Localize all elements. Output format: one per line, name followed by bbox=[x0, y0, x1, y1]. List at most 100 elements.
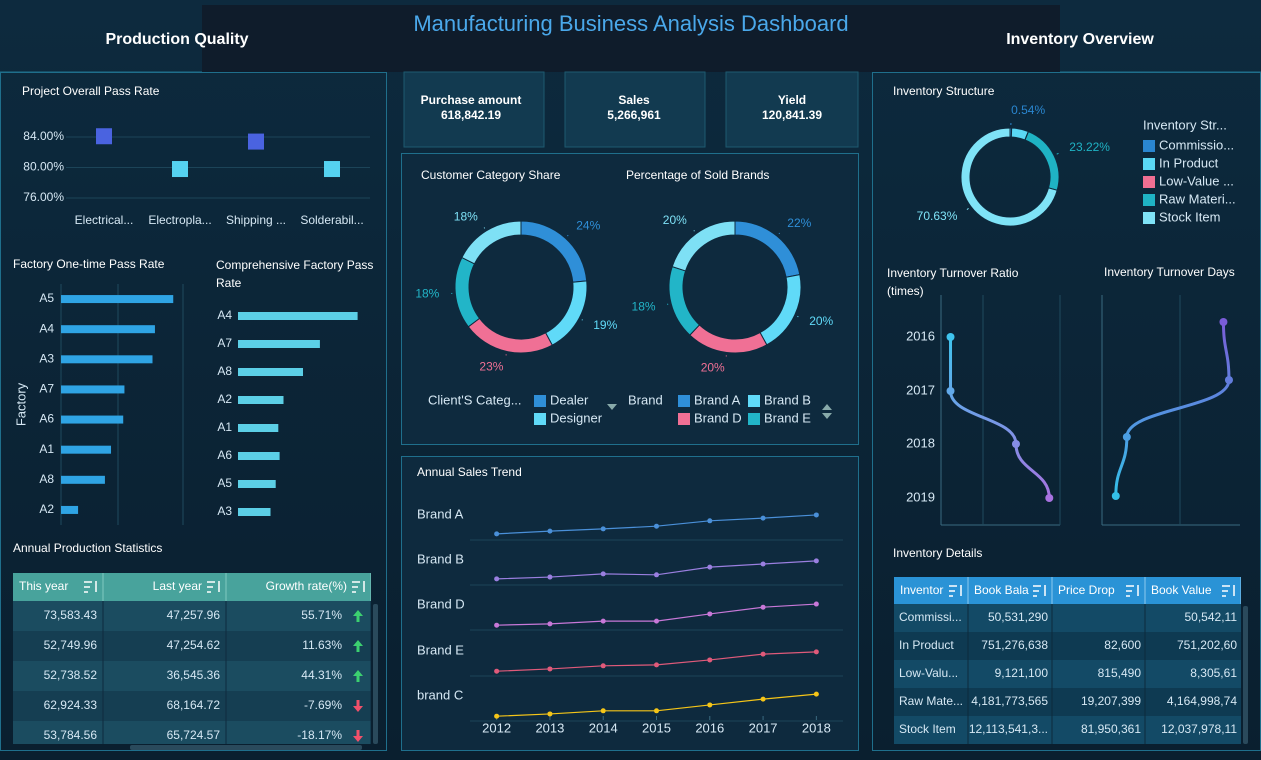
point bbox=[494, 713, 500, 719]
cell: 4,181,773,565 bbox=[971, 694, 1048, 708]
x-tick-label: 2014 bbox=[589, 720, 618, 735]
chart-title: Customer Category Share bbox=[421, 168, 561, 182]
bar bbox=[238, 452, 280, 460]
row-label: Brand A bbox=[417, 506, 464, 521]
cell: 44.31% bbox=[301, 668, 342, 682]
legend-label: Stock Item bbox=[1159, 209, 1220, 224]
bar bbox=[238, 312, 358, 320]
legend-swatch bbox=[748, 395, 760, 407]
series-line bbox=[1114, 321, 1231, 497]
donut-segment bbox=[960, 127, 1058, 227]
point bbox=[813, 601, 819, 607]
point bbox=[600, 618, 606, 624]
y-tick-label: 2017 bbox=[906, 382, 935, 397]
kpi-value: 120,841.39 bbox=[762, 108, 822, 122]
x-tick-label: 2015 bbox=[642, 720, 671, 735]
label-leader bbox=[966, 207, 969, 210]
chart-title: Comprehensive Factory Pass Rate bbox=[216, 258, 374, 290]
kpi-value: 618,842.19 bbox=[441, 108, 501, 122]
cell: 9,121,100 bbox=[995, 666, 1049, 680]
chart-title: Inventory Turnover Ratio (times) bbox=[887, 266, 1019, 298]
legend-swatch bbox=[534, 413, 546, 425]
sort-icon bbox=[84, 581, 97, 593]
sort-icon bbox=[1222, 585, 1235, 597]
trend-arrow bbox=[353, 640, 363, 652]
kpi-card bbox=[564, 71, 706, 148]
row-label: brand C bbox=[417, 687, 463, 702]
trend-panel bbox=[401, 456, 859, 751]
cell: In Product bbox=[899, 638, 954, 652]
point bbox=[654, 662, 659, 668]
chart-title: Inventory Turnover Days bbox=[1104, 265, 1235, 279]
y-tick-label: A1 bbox=[217, 420, 232, 434]
cell: -7.69% bbox=[304, 698, 342, 712]
data-label: 0.54% bbox=[1011, 103, 1045, 117]
legend-swatch bbox=[1143, 140, 1155, 152]
table-row bbox=[894, 604, 1241, 632]
point bbox=[760, 696, 766, 702]
column-header: Price Drop bbox=[1058, 583, 1115, 597]
trend-arrow bbox=[353, 730, 363, 742]
scrollbar[interactable] bbox=[1243, 606, 1248, 744]
label-leader bbox=[778, 232, 781, 235]
sort-icon bbox=[1033, 585, 1046, 597]
point bbox=[760, 561, 766, 567]
point bbox=[324, 161, 340, 178]
kpi-card bbox=[725, 71, 859, 148]
point bbox=[760, 604, 766, 610]
x-tick-label: 2017 bbox=[749, 720, 778, 735]
legend-pager[interactable] bbox=[822, 404, 832, 410]
chart-title: Percentage of Sold Brands bbox=[626, 168, 769, 182]
y-tick-label: 80.00% bbox=[23, 160, 64, 174]
y-tick-label: A7 bbox=[39, 382, 54, 396]
legend-label: Commissio... bbox=[1159, 137, 1234, 152]
donut-segment bbox=[461, 220, 522, 265]
left-panel bbox=[0, 72, 387, 751]
cell: 81,950,361 bbox=[1081, 722, 1141, 736]
legend-swatch bbox=[1143, 194, 1155, 206]
y-tick-label: A7 bbox=[217, 336, 232, 350]
legend-pager[interactable] bbox=[822, 413, 832, 419]
point bbox=[1011, 440, 1020, 448]
point bbox=[946, 387, 955, 395]
bar bbox=[238, 424, 279, 432]
point bbox=[547, 711, 553, 717]
table-row bbox=[894, 632, 1241, 660]
data-label: 18% bbox=[415, 287, 439, 301]
point bbox=[1219, 318, 1228, 326]
legend-pager[interactable] bbox=[607, 404, 617, 410]
cell: Low-Valu... bbox=[899, 666, 958, 680]
point bbox=[946, 333, 955, 341]
table-row bbox=[894, 688, 1241, 716]
column-header: Last year bbox=[153, 579, 202, 593]
y-tick-label: A2 bbox=[39, 502, 54, 516]
legend-title: Inventory Str... bbox=[1143, 117, 1227, 132]
x-tick-label: 2012 bbox=[482, 720, 511, 735]
bar bbox=[238, 368, 303, 376]
point bbox=[654, 523, 659, 529]
scrollbar[interactable] bbox=[373, 604, 378, 744]
table-header bbox=[13, 573, 371, 601]
trend-arrow bbox=[353, 670, 363, 682]
point bbox=[600, 571, 606, 577]
x-tick-label: Shipping ... bbox=[226, 213, 286, 227]
point bbox=[1224, 376, 1233, 384]
data-label: 23% bbox=[479, 359, 503, 373]
legend-swatch bbox=[1143, 158, 1155, 170]
point bbox=[707, 518, 713, 524]
table-row bbox=[13, 661, 371, 691]
share-panel bbox=[401, 153, 859, 445]
kpi-label: Sales bbox=[618, 93, 650, 107]
cell: 12,113,541,3... bbox=[969, 722, 1048, 736]
label-leader bbox=[483, 227, 486, 229]
point bbox=[760, 515, 766, 521]
scrollbar[interactable] bbox=[130, 745, 362, 750]
dashboard-title: Manufacturing Business Analysis Dashboar… bbox=[413, 11, 848, 36]
bar bbox=[61, 325, 155, 334]
trend-arrow bbox=[353, 700, 363, 712]
cell: 65,724.57 bbox=[167, 728, 221, 742]
legend-label: Brand E bbox=[764, 410, 811, 425]
point bbox=[248, 133, 264, 150]
legend-label: Dealer bbox=[550, 392, 589, 407]
